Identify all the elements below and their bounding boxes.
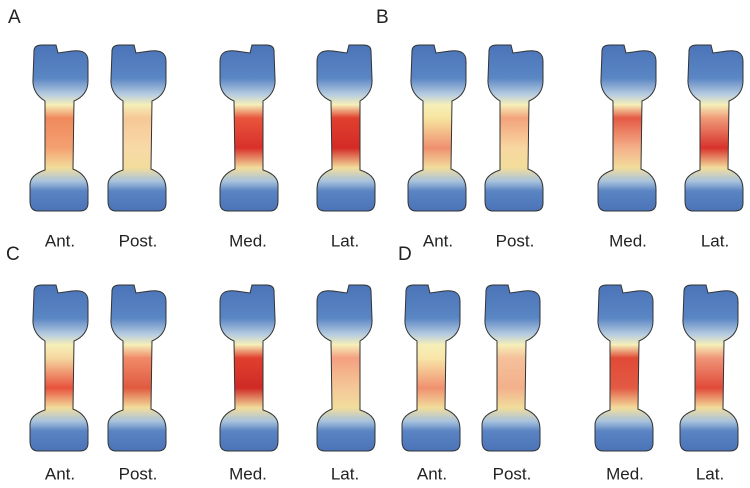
- bone-heatmap: [684, 44, 744, 212]
- panel-letter: B: [376, 7, 389, 28]
- bone-heatmap: [107, 44, 167, 212]
- bone-heatmap: [407, 44, 467, 212]
- view-label: Post.: [119, 231, 158, 250]
- view-label: Post.: [119, 464, 158, 483]
- bone-heatmap: [29, 284, 89, 452]
- view-label: Post.: [493, 464, 532, 483]
- view-label: Lat.: [331, 464, 359, 483]
- bone-heatmap: [219, 44, 279, 212]
- view-label: Lat.: [331, 231, 359, 250]
- view-label: Post.: [496, 231, 535, 250]
- panel: B Ant. Post. Med. Lat.: [376, 7, 744, 250]
- view-label: Ant.: [45, 231, 75, 250]
- bone-heatmap: [219, 284, 279, 452]
- view-label: Ant.: [423, 231, 453, 250]
- view-label: Ant.: [45, 464, 75, 483]
- bone-heatmap: [484, 44, 544, 212]
- panel: C Ant. Post. Med. Lat.: [6, 244, 376, 483]
- bone-heatmap: [316, 44, 376, 212]
- view-label: Ant.: [417, 464, 447, 483]
- view-label: Lat.: [696, 464, 724, 483]
- bone-heatmap: [679, 284, 739, 452]
- panel-letter: C: [6, 244, 20, 265]
- view-label: Med.: [609, 231, 647, 250]
- bone-heatmap: [481, 284, 541, 452]
- view-label: Lat.: [701, 231, 729, 250]
- bone-heatmap: [597, 44, 657, 212]
- bone-heatmap: [29, 44, 89, 212]
- bone-heatmap: [594, 284, 654, 452]
- panel-letter: A: [8, 7, 21, 28]
- panel-letter: D: [398, 244, 412, 265]
- bone-heatmap: [401, 284, 461, 452]
- panel: D Ant. Post. Med. Lat.: [398, 244, 739, 483]
- panel: A Ant. Post. Med. Lat.: [8, 7, 376, 250]
- view-label: Med.: [229, 464, 267, 483]
- view-label: Med.: [229, 231, 267, 250]
- view-label: Med.: [606, 464, 644, 483]
- bone-heatmap: [107, 284, 167, 452]
- bone-heatmap: [316, 284, 376, 452]
